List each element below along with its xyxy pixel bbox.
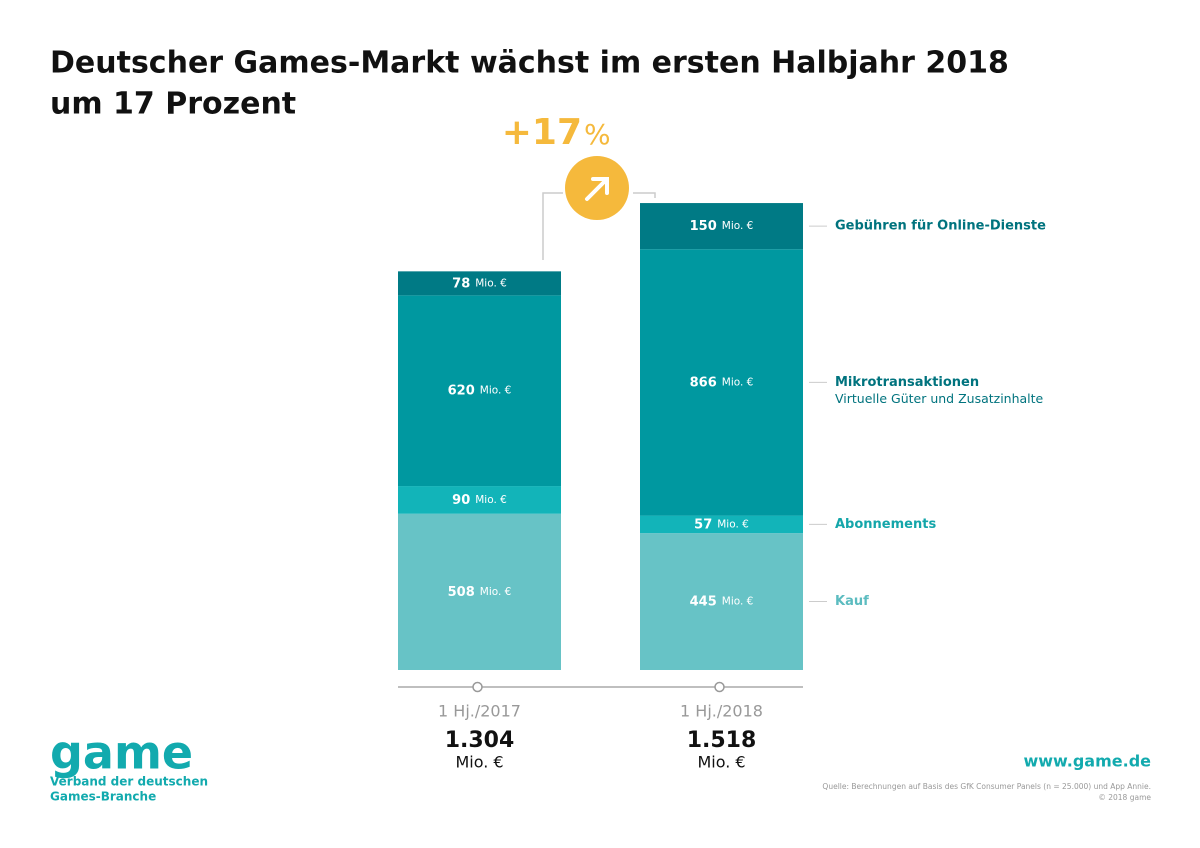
legend-label: Kauf bbox=[835, 594, 869, 609]
total-label: 1.518 bbox=[687, 728, 757, 753]
growth-connector bbox=[542, 192, 656, 260]
bar-segment bbox=[640, 203, 803, 250]
data-value: 620 bbox=[448, 383, 475, 398]
data-value: 90 bbox=[452, 492, 470, 507]
x-tick-label: 1 Hj./2018 bbox=[680, 702, 763, 721]
bar-segment bbox=[398, 295, 561, 487]
legend-label: Gebühren für Online-Dienste bbox=[835, 219, 1046, 234]
data-unit: Mio. € bbox=[722, 596, 754, 608]
data-label: 866 Mio. € bbox=[690, 375, 754, 390]
growth-arrow bbox=[585, 177, 609, 201]
chart-title: Deutscher Games-Markt wächst im ersten H… bbox=[50, 46, 1009, 81]
chart-title: um 17 Prozent bbox=[50, 87, 296, 122]
legend-label: Abonnements bbox=[835, 517, 936, 532]
bar-segment bbox=[398, 486, 561, 514]
data-unit: Mio. € bbox=[480, 586, 512, 598]
website: www.game.de bbox=[1023, 752, 1151, 771]
data-unit: Mio. € bbox=[717, 518, 749, 530]
data-label: 150 Mio. € bbox=[690, 219, 754, 234]
connector-right bbox=[633, 192, 656, 198]
data-value: 508 bbox=[448, 584, 475, 599]
data-label: 620 Mio. € bbox=[448, 383, 512, 398]
growth-unit: % bbox=[584, 118, 611, 151]
legend-label: Mikrotransaktionen bbox=[835, 375, 979, 390]
data-value: 57 bbox=[694, 517, 712, 532]
data-label: 57 Mio. € bbox=[694, 517, 749, 532]
total-unit: Mio. € bbox=[455, 753, 503, 772]
logo-line: Games-Branche bbox=[50, 790, 156, 804]
data-unit: Mio. € bbox=[475, 494, 507, 506]
bar-segment bbox=[398, 513, 561, 670]
data-value: 866 bbox=[690, 375, 717, 390]
bar-segment bbox=[640, 533, 803, 670]
total-unit: Mio. € bbox=[697, 753, 745, 772]
data-label: 445 Mio. € bbox=[690, 594, 754, 609]
x-tick-label: 1 Hj./2017 bbox=[438, 702, 521, 721]
data-unit: Mio. € bbox=[722, 220, 754, 232]
bar-segment bbox=[640, 515, 803, 534]
data-value: 445 bbox=[690, 594, 717, 609]
data-label: 78 Mio. € bbox=[452, 276, 507, 291]
data-unit: Mio. € bbox=[722, 376, 754, 388]
total-label: 1.304 bbox=[445, 728, 515, 753]
arrow-head bbox=[591, 177, 609, 195]
data-label: 90 Mio. € bbox=[452, 492, 507, 507]
data-unit: Mio. € bbox=[480, 385, 512, 397]
bar-segment bbox=[398, 271, 561, 296]
data-value: 150 bbox=[690, 219, 717, 234]
data-unit: Mio. € bbox=[475, 277, 507, 289]
legend-description: Virtuelle Güter und Zusatzinhalte bbox=[835, 391, 1044, 406]
axis-node bbox=[472, 681, 483, 693]
axis-node bbox=[714, 681, 725, 693]
bar-segment bbox=[640, 249, 803, 516]
copyright: © 2018 game bbox=[1098, 793, 1151, 802]
source: Quelle: Berechnungen auf Basis des GfK C… bbox=[822, 782, 1151, 791]
logo-line: Verband der deutschen bbox=[50, 775, 208, 789]
arrow-shaft bbox=[585, 178, 608, 201]
data-value: 78 bbox=[452, 276, 470, 291]
data-label: 508 Mio. € bbox=[448, 584, 512, 599]
connector-left bbox=[542, 192, 563, 260]
growth-annotation: +17 bbox=[502, 112, 582, 153]
logo-word: game bbox=[50, 726, 193, 780]
